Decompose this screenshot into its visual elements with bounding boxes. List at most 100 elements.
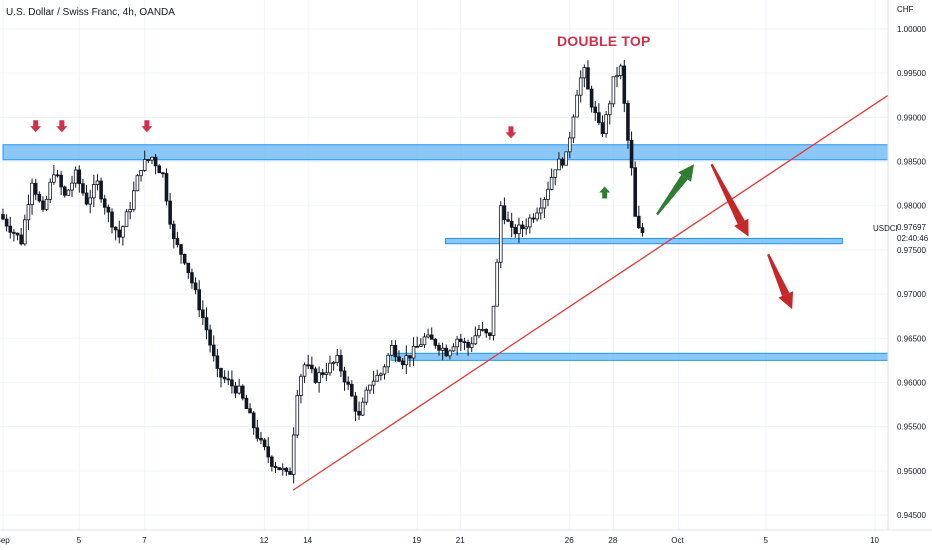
candle-down	[171, 223, 176, 239]
candle-down	[197, 289, 202, 311]
candle-down	[106, 206, 111, 213]
candle-down	[509, 220, 514, 228]
candle-up	[139, 169, 143, 177]
candle-up	[426, 334, 430, 338]
candle-down	[357, 410, 361, 416]
down-arrow-icon	[505, 126, 517, 139]
ascending-trendline	[292, 94, 889, 491]
candle-down	[531, 217, 536, 220]
candle-down	[226, 378, 231, 381]
candle-down	[513, 226, 518, 235]
candle-up	[317, 372, 321, 383]
price-tick-label: 0.95000	[897, 467, 926, 476]
time-tick-label: 26	[565, 536, 574, 545]
time-tick-label: 19	[412, 536, 421, 545]
candle-up	[302, 364, 307, 377]
candle-down	[462, 341, 467, 344]
candle-down	[502, 205, 507, 221]
candle-up	[95, 180, 100, 185]
candle-down	[161, 172, 165, 175]
candle-down	[157, 165, 162, 174]
time-tick-label: 5	[77, 536, 82, 545]
candle-down	[233, 385, 238, 394]
candle-down	[117, 229, 122, 238]
candle-down	[168, 200, 172, 225]
candle-up	[568, 137, 572, 153]
candle-down	[506, 219, 510, 222]
candle-down	[342, 370, 347, 383]
price-zone	[2, 144, 889, 161]
candle-down	[12, 231, 16, 234]
candle-up	[615, 75, 619, 78]
candle-up	[469, 343, 474, 348]
grid	[0, 0, 888, 530]
marker-arrows	[30, 120, 611, 199]
price-tick-label: 1.00000	[897, 25, 926, 34]
price-tick-label: 0.94500	[897, 511, 926, 520]
price-tick-label: 0.98000	[897, 202, 926, 211]
candle-down	[273, 465, 278, 468]
candle-down	[59, 174, 63, 188]
price-tick-label: 0.97500	[897, 246, 926, 255]
candle-up	[549, 176, 554, 190]
candle-up	[70, 182, 74, 191]
candle-down	[277, 467, 281, 471]
projection-down-arrowhead	[734, 218, 749, 237]
candle-down	[626, 103, 630, 141]
candle-down	[182, 253, 187, 264]
candle-up	[618, 65, 623, 77]
candle-down	[637, 215, 641, 229]
candle-down	[190, 272, 194, 284]
candle-down	[255, 427, 260, 439]
candle-down	[458, 338, 463, 343]
candle-down	[77, 169, 82, 185]
candle-down	[520, 224, 525, 230]
candle-countdown: 02:40:46	[897, 234, 929, 243]
candle-down	[484, 329, 489, 334]
candle-down	[179, 244, 183, 255]
time-axis: Sep 5 7 12 14 19 21 26 28 Oct 5 10	[0, 529, 932, 545]
candle-up	[557, 158, 561, 171]
price-tick-label: 0.98500	[897, 158, 926, 167]
trendline-layer	[292, 94, 889, 491]
candle-up	[295, 395, 300, 436]
price-tick-label: 0.95500	[897, 423, 926, 432]
chart-title: U.S. Dollar / Swiss Franc, 4h, OANDA	[6, 7, 175, 18]
candle-down	[339, 355, 343, 372]
candle-up	[404, 355, 409, 366]
projection-arrow-shaft	[710, 163, 745, 225]
candle-up	[368, 384, 372, 391]
candle-down	[429, 334, 434, 340]
candle-down	[433, 338, 438, 346]
candle-up	[237, 385, 241, 394]
candle-down	[266, 446, 271, 458]
candle-up	[335, 355, 340, 363]
time-tick-label: 21	[456, 536, 465, 545]
price-tick-label: 0.99000	[897, 113, 926, 122]
candle-down	[102, 198, 107, 208]
candle-down	[175, 238, 180, 246]
candle-up	[150, 156, 154, 161]
currency-label: CHF	[897, 5, 914, 14]
candle-up	[382, 366, 387, 375]
candle-down	[306, 364, 310, 367]
candle-down	[37, 193, 42, 202]
candle-up	[419, 344, 423, 347]
candle-down	[310, 364, 314, 370]
candle-down	[560, 158, 565, 166]
candle-down	[1, 214, 5, 220]
candle-up	[26, 204, 31, 221]
projection-down-arrowhead	[778, 291, 794, 310]
down-arrow-icon	[30, 120, 42, 133]
candle-down	[248, 408, 252, 414]
candle-up	[455, 338, 459, 348]
projection-arrow-shaft	[767, 253, 790, 297]
candle-down	[349, 383, 354, 397]
candle-down	[215, 355, 220, 369]
candle-down	[408, 355, 412, 359]
candle-up	[553, 169, 558, 178]
candle-down	[153, 156, 158, 167]
candle-up	[604, 114, 608, 134]
candle-up	[88, 197, 93, 205]
